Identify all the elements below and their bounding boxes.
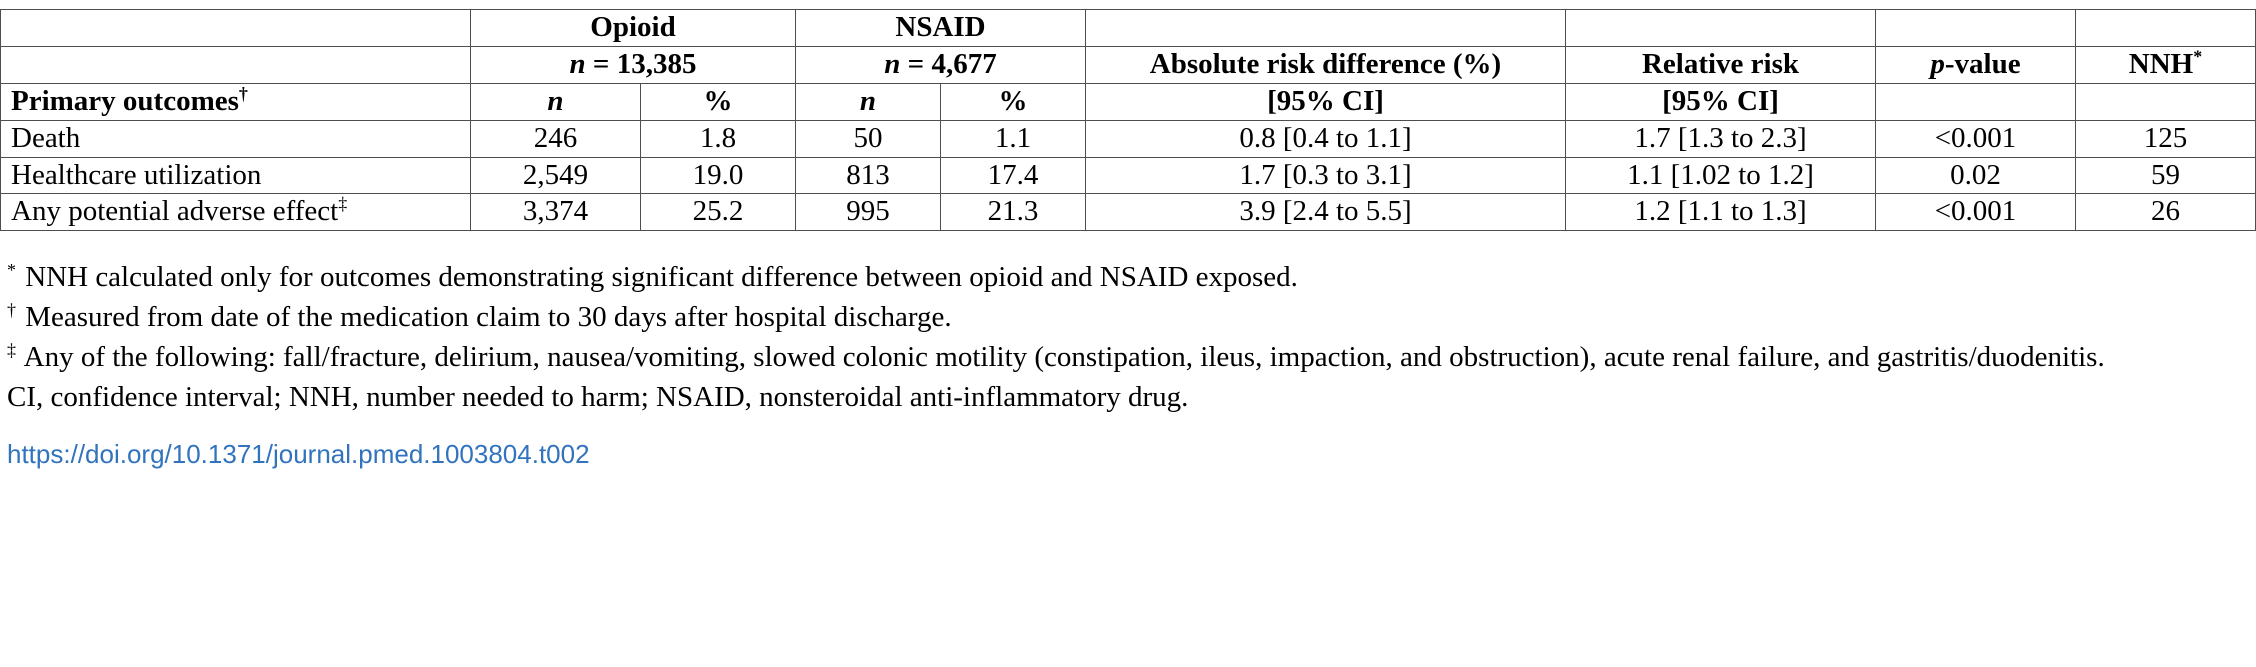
doi-link[interactable]: https://doi.org/10.1371/journal.pmed.100… bbox=[7, 439, 590, 470]
empty-cell bbox=[1085, 9, 1566, 47]
p-value-suffix: -value bbox=[1944, 47, 2021, 80]
outcome-label: Healthcare utilization bbox=[11, 158, 262, 191]
drug-group-header-row: Opioid NSAID bbox=[0, 9, 2256, 47]
nsaid-pct-cell: 21.3 bbox=[940, 193, 1086, 232]
outcome-cell: Death bbox=[0, 119, 471, 158]
p-value-cell: 0.02 bbox=[1875, 156, 2076, 195]
opioid-n-cell: 3,374 bbox=[470, 193, 641, 232]
nnh-label: NNH bbox=[2128, 47, 2194, 80]
primary-outcomes-header: Primary outcomes† bbox=[0, 82, 471, 121]
nnh-footnote-marker: * bbox=[2193, 46, 2203, 67]
table-row-adverse-effect: Any potential adverse effect‡ 3,374 25.2… bbox=[0, 193, 2256, 232]
nsaid-n-cell: 813 bbox=[795, 156, 941, 195]
nsaid-n-column-header: n bbox=[795, 82, 941, 121]
opioid-pct-cell: 25.2 bbox=[640, 193, 796, 232]
nsaid-sample-size-header: n = 4,677 bbox=[795, 45, 1086, 84]
footnote-measurement-window: † Measured from date of the medication c… bbox=[7, 297, 2237, 337]
outcomes-table: Opioid NSAID n = 13,385 n = 4,677 Absolu… bbox=[0, 9, 2256, 232]
footnote-text: Measured from date of the medication cla… bbox=[25, 301, 952, 334]
footnote-marker: † bbox=[7, 299, 16, 320]
table-row-healthcare-utilization: Healthcare utilization 2,549 19.0 813 17… bbox=[0, 156, 2256, 195]
empty-cell bbox=[2075, 82, 2256, 121]
ard-cell: 3.9 [2.4 to 5.5] bbox=[1085, 193, 1566, 232]
empty-cell bbox=[1875, 9, 2076, 47]
footnote-abbreviations: CI, confidence interval; NNH, number nee… bbox=[7, 381, 1189, 414]
opioid-sample-size-value: = 13,385 bbox=[585, 47, 697, 80]
p-value-header: p-value bbox=[1875, 45, 2076, 84]
p-value-cell: <0.001 bbox=[1875, 119, 2076, 158]
outcome-cell: Healthcare utilization bbox=[0, 156, 471, 195]
footnote-text: Any of the following: fall/fracture, del… bbox=[23, 341, 2105, 374]
empty-cell bbox=[0, 9, 471, 47]
p-variable: p bbox=[1930, 47, 1945, 80]
primary-outcomes-footnote-marker: † bbox=[238, 83, 248, 104]
outcome-cell: Any potential adverse effect‡ bbox=[0, 193, 471, 232]
footnote-text: NNH calculated only for outcomes demonst… bbox=[25, 261, 1298, 294]
column-header-row: Primary outcomes† n % n % [95% CI] [95% … bbox=[0, 82, 2256, 121]
empty-cell bbox=[1565, 9, 1876, 47]
doi-row: https://doi.org/10.1371/journal.pmed.100… bbox=[7, 439, 2256, 470]
ard-cell: 1.7 [0.3 to 3.1] bbox=[1085, 156, 1566, 195]
opioid-sample-size-header: n = 13,385 bbox=[470, 45, 796, 84]
outcome-label: Death bbox=[11, 121, 81, 154]
relative-risk-header: Relative risk bbox=[1565, 45, 1876, 84]
opioid-n-column-header: n bbox=[470, 82, 641, 121]
footnote-nnh: * NNH calculated only for outcomes demon… bbox=[7, 257, 2237, 297]
outcome-footnote-marker: ‡ bbox=[338, 193, 348, 214]
ard-ci-header: [95% CI] bbox=[1085, 82, 1566, 121]
nsaid-n-cell: 50 bbox=[795, 119, 941, 158]
ard-cell: 0.8 [0.4 to 1.1] bbox=[1085, 119, 1566, 158]
footnote-adverse-effect-definition: ‡ Any of the following: fall/fracture, d… bbox=[7, 337, 2237, 377]
table-row-death: Death 246 1.8 50 1.1 0.8 [0.4 to 1.1] 1.… bbox=[0, 119, 2256, 158]
rr-cell: 1.1 [1.02 to 1.2] bbox=[1565, 156, 1876, 195]
nsaid-n-cell: 995 bbox=[795, 193, 941, 232]
nsaid-sample-size-value: = 4,677 bbox=[900, 47, 997, 80]
footnote-marker: ‡ bbox=[7, 339, 16, 360]
nnh-cell: 59 bbox=[2075, 156, 2256, 195]
footnote-marker: * bbox=[7, 259, 16, 280]
p-value-cell: <0.001 bbox=[1875, 193, 2076, 232]
n-variable: n bbox=[569, 47, 586, 80]
outcome-label: Any potential adverse effect bbox=[11, 195, 339, 228]
nnh-cell: 26 bbox=[2075, 193, 2256, 232]
nsaid-pct-cell: 17.4 bbox=[940, 156, 1086, 195]
rr-cell: 1.2 [1.1 to 1.3] bbox=[1565, 193, 1876, 232]
opioid-pct-cell: 19.0 bbox=[640, 156, 796, 195]
nsaid-group-header: NSAID bbox=[795, 9, 1086, 47]
empty-cell bbox=[1875, 82, 2076, 121]
nsaid-pct-column-header: % bbox=[940, 82, 1086, 121]
sample-size-header-row: n = 13,385 n = 4,677 Absolute risk diffe… bbox=[0, 45, 2256, 84]
empty-cell bbox=[0, 45, 471, 84]
primary-outcomes-label: Primary outcomes bbox=[11, 84, 239, 117]
opioid-pct-cell: 1.8 bbox=[640, 119, 796, 158]
opioid-pct-column-header: % bbox=[640, 82, 796, 121]
rr-ci-header: [95% CI] bbox=[1565, 82, 1876, 121]
absolute-risk-difference-header: Absolute risk difference (%) bbox=[1085, 45, 1566, 84]
table-figure: Opioid NSAID n = 13,385 n = 4,677 Absolu… bbox=[0, 9, 2256, 470]
n-variable: n bbox=[884, 47, 901, 80]
nnh-cell: 125 bbox=[2075, 119, 2256, 158]
opioid-n-cell: 246 bbox=[470, 119, 641, 158]
opioid-n-cell: 2,549 bbox=[470, 156, 641, 195]
empty-cell bbox=[2075, 9, 2256, 47]
opioid-group-header: Opioid bbox=[470, 9, 796, 47]
nsaid-pct-cell: 1.1 bbox=[940, 119, 1086, 158]
nnh-header: NNH* bbox=[2075, 45, 2256, 84]
footnotes: * NNH calculated only for outcomes demon… bbox=[7, 257, 2237, 417]
rr-cell: 1.7 [1.3 to 2.3] bbox=[1565, 119, 1876, 158]
